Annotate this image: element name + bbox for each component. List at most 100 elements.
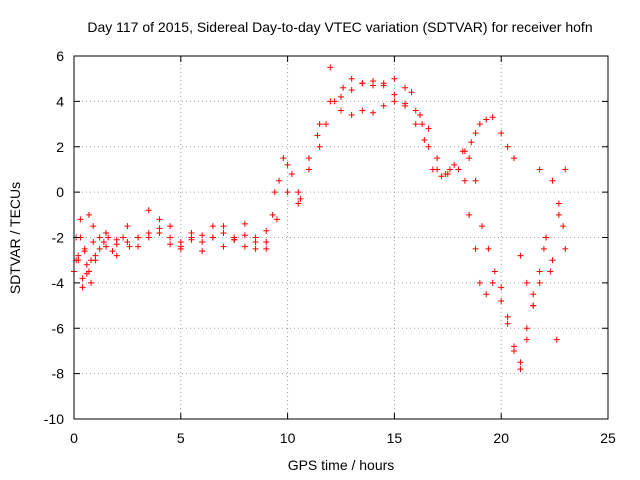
- data-point: [370, 77, 377, 84]
- data-point: [100, 239, 107, 246]
- data-point: [419, 121, 426, 128]
- data-point: [75, 252, 82, 259]
- data-point: [263, 245, 270, 252]
- data-point: [209, 223, 216, 230]
- data-point: [77, 216, 84, 223]
- data-point: [83, 261, 90, 268]
- data-point: [425, 143, 432, 150]
- data-point: [199, 232, 206, 239]
- data-point: [511, 155, 518, 162]
- data-point: [295, 189, 302, 196]
- data-point: [380, 82, 387, 89]
- data-point: [135, 234, 142, 241]
- data-point: [491, 268, 498, 275]
- x-tick-label: 0: [70, 430, 78, 446]
- data-point: [124, 239, 131, 246]
- data-point: [113, 252, 120, 259]
- data-point: [547, 268, 554, 275]
- data-point: [498, 284, 505, 291]
- data-point: [562, 245, 569, 252]
- data-point: [199, 248, 206, 255]
- data-point: [468, 139, 475, 146]
- data-point: [461, 177, 468, 184]
- data-point: [402, 102, 409, 109]
- data-point: [348, 75, 355, 82]
- data-point: [83, 270, 90, 277]
- y-tick-label: -10: [44, 411, 64, 427]
- data-point: [145, 234, 152, 241]
- data-point: [536, 279, 543, 286]
- data-point: [305, 166, 312, 173]
- series-2: [75, 75, 569, 366]
- data-point: [523, 325, 530, 332]
- data-point: [466, 155, 473, 162]
- data-point: [295, 200, 302, 207]
- data-point: [425, 125, 432, 132]
- data-point: [135, 243, 142, 250]
- data-point: [476, 121, 483, 128]
- data-point: [412, 121, 419, 128]
- series-0: [71, 80, 569, 298]
- data-point: [348, 111, 355, 118]
- data-point: [340, 84, 347, 91]
- data-point: [280, 155, 287, 162]
- data-point: [536, 166, 543, 173]
- y-tick-label: -2: [52, 230, 65, 246]
- y-axis-label: SDTVAR / TECUs: [7, 182, 23, 294]
- data-point: [555, 200, 562, 207]
- x-tick-label: 15: [387, 430, 403, 446]
- data-point: [466, 211, 473, 218]
- data-point: [314, 132, 321, 139]
- data-point: [124, 223, 131, 230]
- data-point: [429, 166, 436, 173]
- x-tick-label: 10: [280, 430, 296, 446]
- data-point: [504, 320, 511, 327]
- y-tick-label: 6: [56, 48, 64, 64]
- data-point: [252, 245, 259, 252]
- data-point: [79, 284, 86, 291]
- data-point: [331, 98, 338, 105]
- data-point: [276, 177, 283, 184]
- data-point: [549, 257, 556, 264]
- data-point: [120, 234, 127, 241]
- data-point: [359, 107, 366, 114]
- data-point: [284, 161, 291, 168]
- data-point: [543, 234, 550, 241]
- data-point: [489, 114, 496, 121]
- data-point: [530, 302, 537, 309]
- data-point: [412, 107, 419, 114]
- data-point: [188, 229, 195, 236]
- data-point: [483, 291, 490, 298]
- data-point: [553, 336, 560, 343]
- data-point: [523, 279, 530, 286]
- data-point: [79, 275, 86, 282]
- data-point: [263, 239, 270, 246]
- data-point: [241, 220, 248, 227]
- data-point: [380, 102, 387, 109]
- data-point: [455, 166, 462, 173]
- y-tick-label: 0: [56, 184, 64, 200]
- data-point: [517, 359, 524, 366]
- data-point: [316, 143, 323, 150]
- data-point: [560, 223, 567, 230]
- data-point: [105, 234, 112, 241]
- data-point: [483, 116, 490, 123]
- y-tick-label: -6: [52, 320, 65, 336]
- data-point: [109, 248, 116, 255]
- data-point: [391, 91, 398, 98]
- data-point: [549, 177, 556, 184]
- data-point: [305, 155, 312, 162]
- data-point: [446, 166, 453, 173]
- data-point: [478, 223, 485, 230]
- data-point: [562, 166, 569, 173]
- data-point: [271, 189, 278, 196]
- y-tick-label: 4: [56, 93, 64, 109]
- chart-title: Day 117 of 2015, Sidereal Day-to-day VTE…: [87, 19, 592, 35]
- data-point: [241, 243, 248, 250]
- series-1: [73, 64, 567, 373]
- data-point: [459, 148, 466, 155]
- x-tick-label: 25: [600, 430, 616, 446]
- data-point: [472, 245, 479, 252]
- data-point: [156, 229, 163, 236]
- data-point: [284, 189, 291, 196]
